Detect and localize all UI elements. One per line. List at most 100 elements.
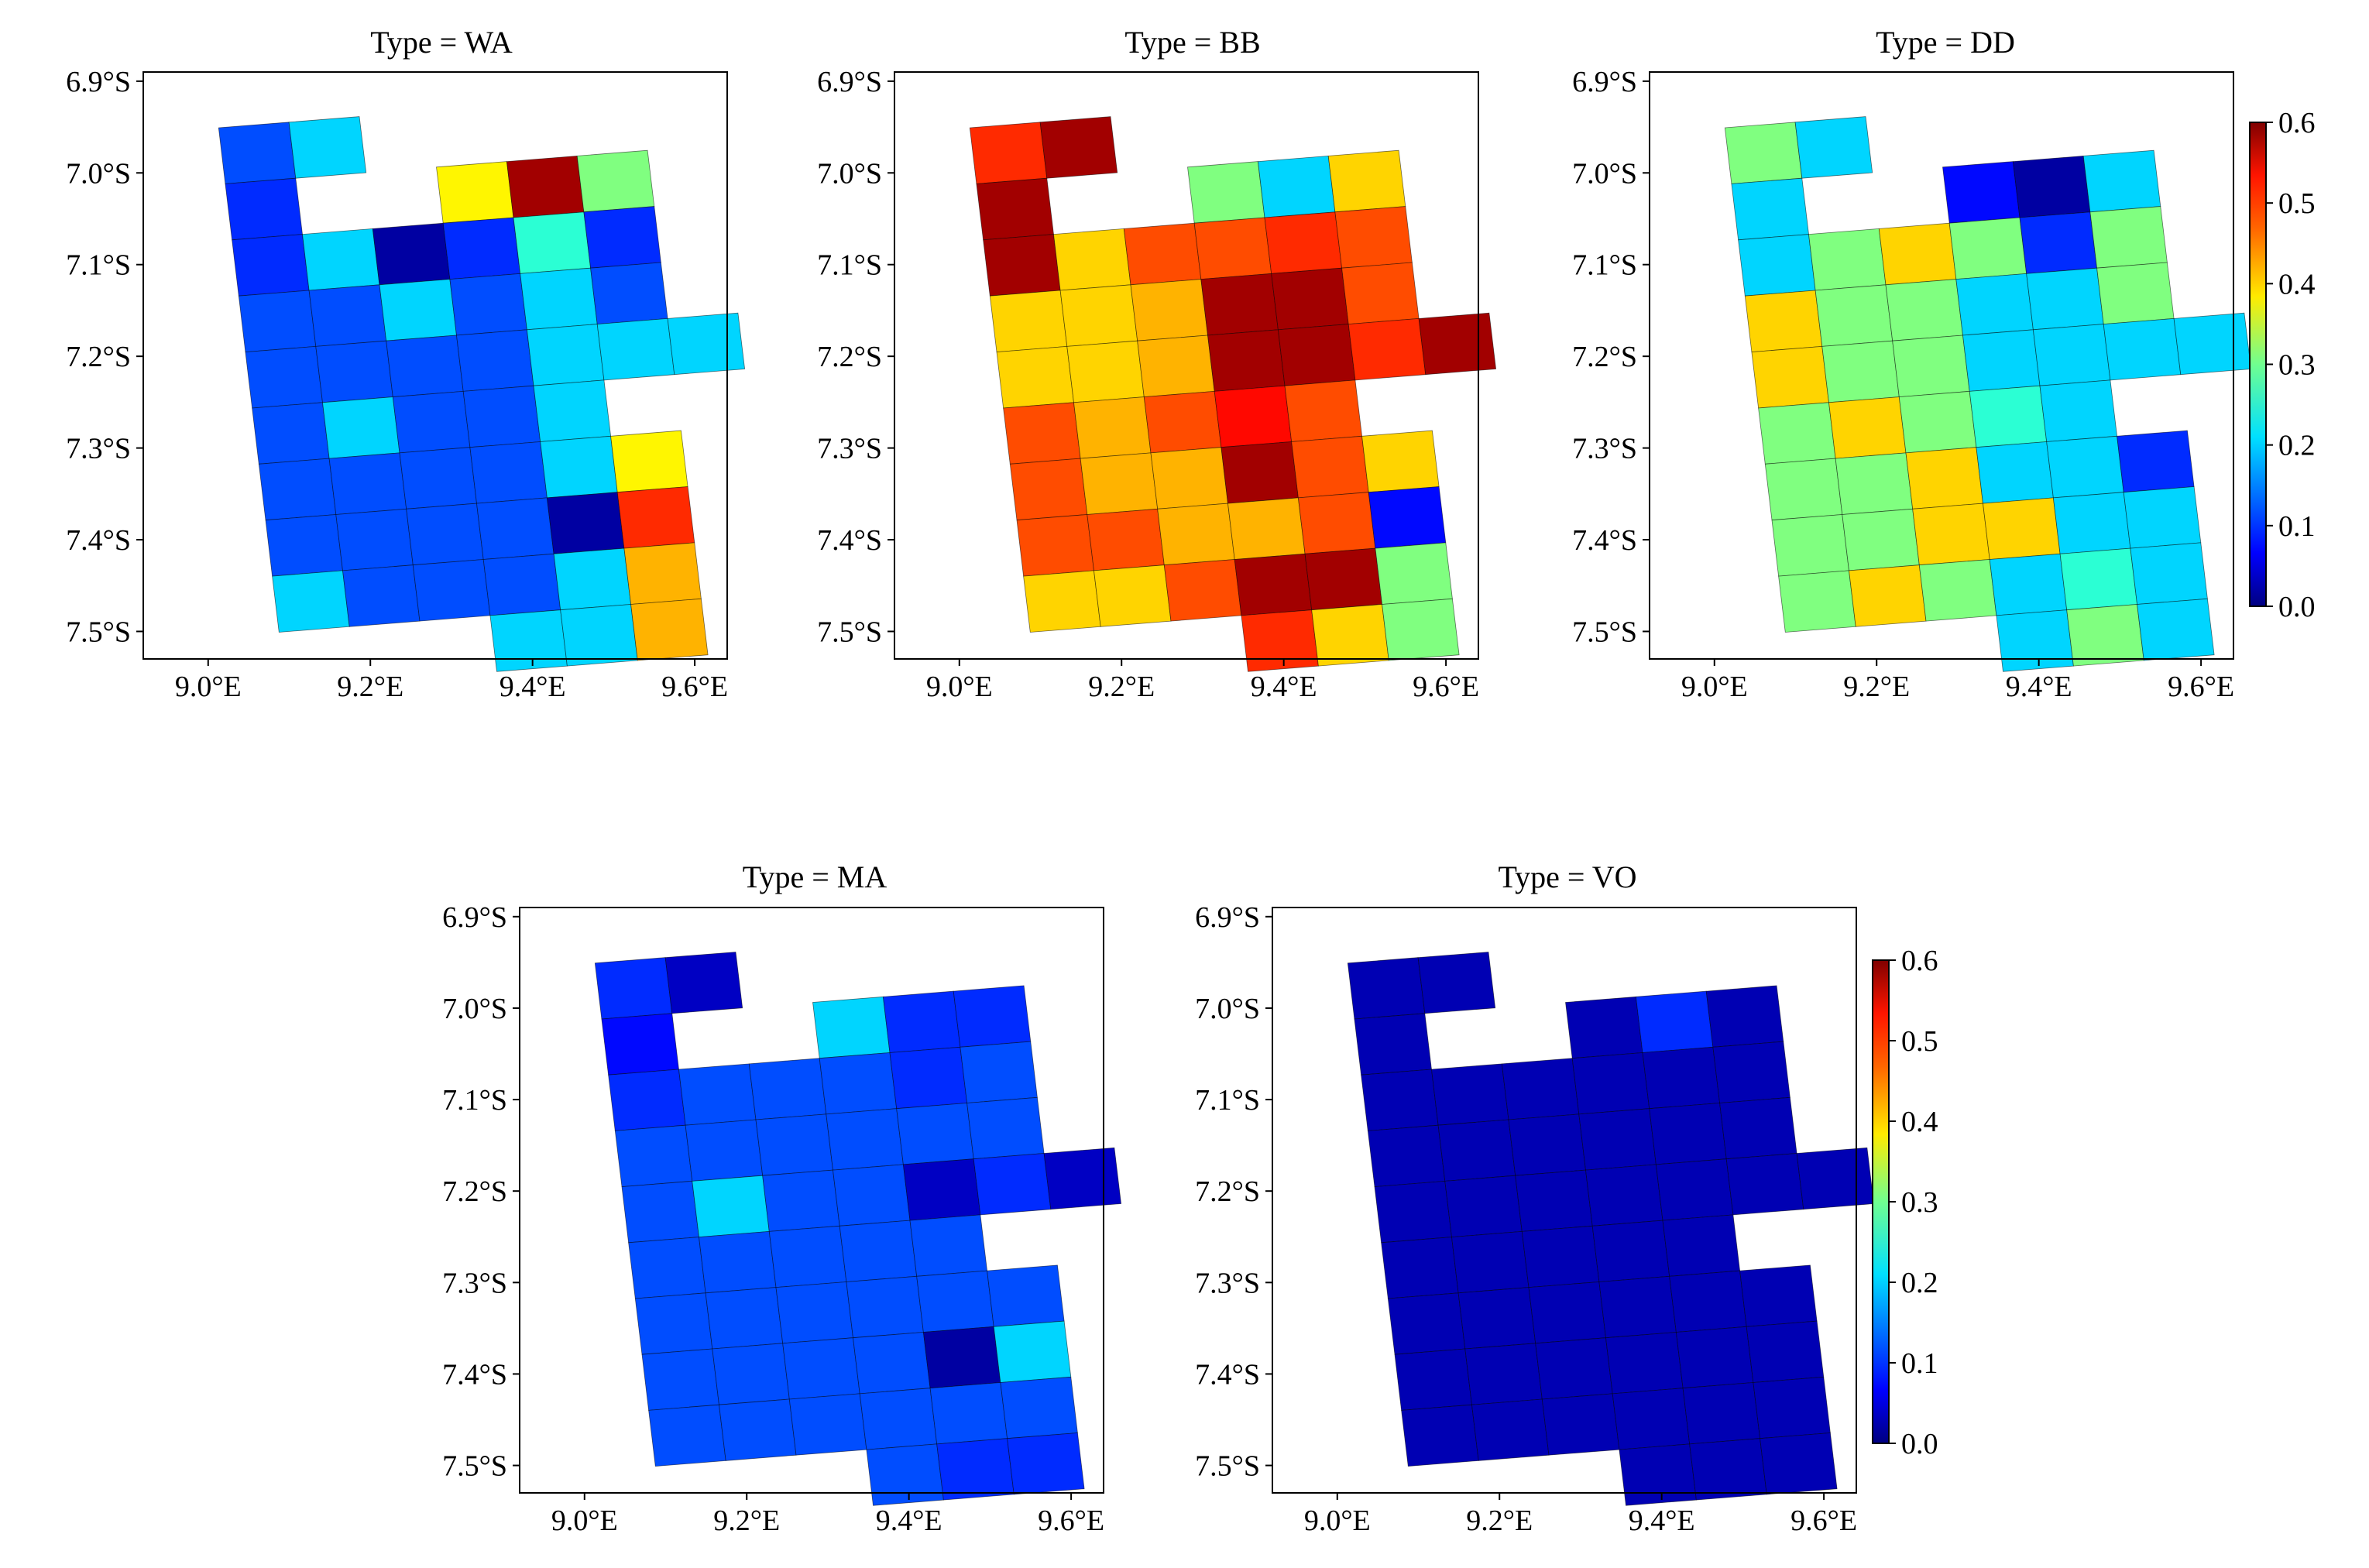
heatmap-cell [1705, 985, 1784, 1048]
heatmap-cell [678, 1063, 757, 1126]
heatmap-cell [583, 206, 661, 269]
heatmap-cells [594, 952, 1122, 1506]
panel-title: Type = WA [370, 25, 513, 60]
y-tick-label: 7.3°S [66, 433, 131, 465]
x-tick-label: 9.0°E [551, 1505, 618, 1537]
heatmap-cell [1157, 503, 1235, 566]
heatmap-cell [1457, 1287, 1536, 1350]
heatmap-cell [218, 122, 297, 184]
heatmap-cell [1200, 273, 1279, 336]
heatmap-cell [1016, 514, 1094, 577]
heatmap-cell [533, 379, 612, 442]
x-tick-label: 9.4°E [2006, 671, 2072, 703]
heatmap-cell [1354, 1013, 1432, 1076]
heatmap-cell [641, 1348, 719, 1411]
x-tick-label: 9.2°E [1088, 671, 1155, 703]
heatmap-cell [775, 1282, 853, 1344]
heatmap-cell [1760, 1432, 1838, 1495]
heatmap-cell [2130, 542, 2208, 605]
heatmap-cell [1311, 604, 1389, 667]
plot-frame [894, 71, 1479, 660]
heatmap-cell [614, 1124, 693, 1188]
heatmap-cell [1137, 335, 1215, 398]
colorbar-tick-label: 0.1 [2278, 510, 2316, 543]
heatmap-cell [1143, 390, 1222, 454]
y-tick-label: 7.1°S [1195, 1084, 1260, 1117]
y-tick-label: 7.1°S [817, 249, 882, 282]
panel-dd: Type = DD 6.9°S 7.0°S 7.1°S 7.2°S 7.3°S 7.4°S… [1572, 25, 2252, 703]
heatmap-cell [1724, 122, 1803, 184]
heatmap-cell [623, 542, 702, 605]
heatmap-cell [1746, 1320, 1825, 1383]
heatmap-cell [1815, 284, 1893, 347]
colorbar-tick-label: 0.1 [1901, 1347, 1938, 1380]
y-tick-label: 7.3°S [442, 1267, 507, 1299]
heatmap-cell [1087, 508, 1165, 571]
heatmap-cell [288, 116, 367, 179]
heatmap-cell [225, 177, 303, 241]
heatmap-cell [1471, 1398, 1550, 1461]
x-axis: 9.0°E 9.2°E 9.4°E 9.6°E [1681, 659, 2234, 703]
panel-ma: Type = MA 6.9°S 7.0°S 7.1°S 7.2°S 7.3°S 7.4°S… [442, 859, 1122, 1537]
heatmap-cell [1535, 1337, 1613, 1400]
heatmap-cell [993, 1320, 1072, 1383]
colorbar-tick-label: 0.5 [1901, 1025, 1938, 1058]
heatmap-cell [1541, 1393, 1620, 1456]
heatmap-cell [2123, 486, 2202, 549]
heatmap-cell [272, 570, 350, 633]
heatmap-cell [1892, 335, 1970, 398]
heatmap-cell [608, 1069, 686, 1131]
heatmap-cell [2012, 155, 2091, 218]
heatmap-cell [2096, 262, 2175, 325]
heatmap-cell [1241, 609, 1319, 672]
heatmap-cell [265, 514, 343, 577]
heatmap-cell [1080, 452, 1159, 515]
heatmap-cell [996, 345, 1074, 409]
x-tick-label: 9.6°E [1038, 1505, 1104, 1537]
heatmap-cell [762, 1169, 840, 1232]
heatmap-cell [1297, 492, 1376, 554]
heatmap-cell [489, 609, 568, 672]
x-tick-label: 9.4°E [1629, 1505, 1695, 1537]
heatmap-cell [1501, 1058, 1580, 1120]
heatmap-cell [1912, 503, 1990, 566]
heatmap-cell [969, 122, 1048, 184]
heatmap-cell [833, 1164, 911, 1227]
heatmap-cell [1778, 570, 1856, 633]
heatmap-cell [1753, 1376, 1831, 1439]
y-tick-label: 7.1°S [442, 1084, 507, 1117]
heatmap-cell [1739, 1264, 1818, 1327]
y-tick-label: 6.9°S [1195, 901, 1260, 934]
y-tick-label: 7.0°S [817, 157, 882, 190]
heatmap-cell [819, 1052, 898, 1115]
heatmap-cell [1464, 1343, 1543, 1405]
heatmap-cell [1565, 996, 1643, 1059]
heatmap-cell [596, 317, 675, 381]
heatmap-cell [1187, 161, 1265, 224]
y-tick-label: 7.3°S [817, 433, 882, 465]
x-tick-label: 9.4°E [876, 1505, 942, 1537]
heatmap-cell [2173, 312, 2252, 376]
heatmap-cell [1304, 547, 1383, 611]
heatmap-cell [1368, 486, 1447, 549]
heatmap-cell [2117, 430, 2195, 493]
heatmap-cell [1334, 206, 1413, 269]
plot-frame [519, 907, 1104, 1494]
heatmap-cell [1347, 957, 1426, 1020]
heatmap-cell [1214, 385, 1293, 448]
heatmap-cell [1327, 149, 1406, 213]
panel-title: Type = VO [1498, 859, 1636, 894]
heatmap-cell [1725, 1153, 1804, 1216]
y-tick-label: 7.4°S [66, 524, 131, 557]
heatmap-cells [969, 116, 1497, 672]
heatmap-cell [1842, 508, 1920, 571]
heatmap-cell [1578, 1108, 1657, 1171]
heatmap-cell [1612, 1388, 1691, 1450]
heatmap-cell [1009, 458, 1088, 521]
heatmap-cell [1394, 1348, 1472, 1411]
heatmap-cell [1094, 564, 1172, 627]
x-tick-label: 9.0°E [926, 671, 993, 703]
heatmap-cell [953, 985, 1032, 1048]
heatmap-cell [1821, 340, 1900, 403]
